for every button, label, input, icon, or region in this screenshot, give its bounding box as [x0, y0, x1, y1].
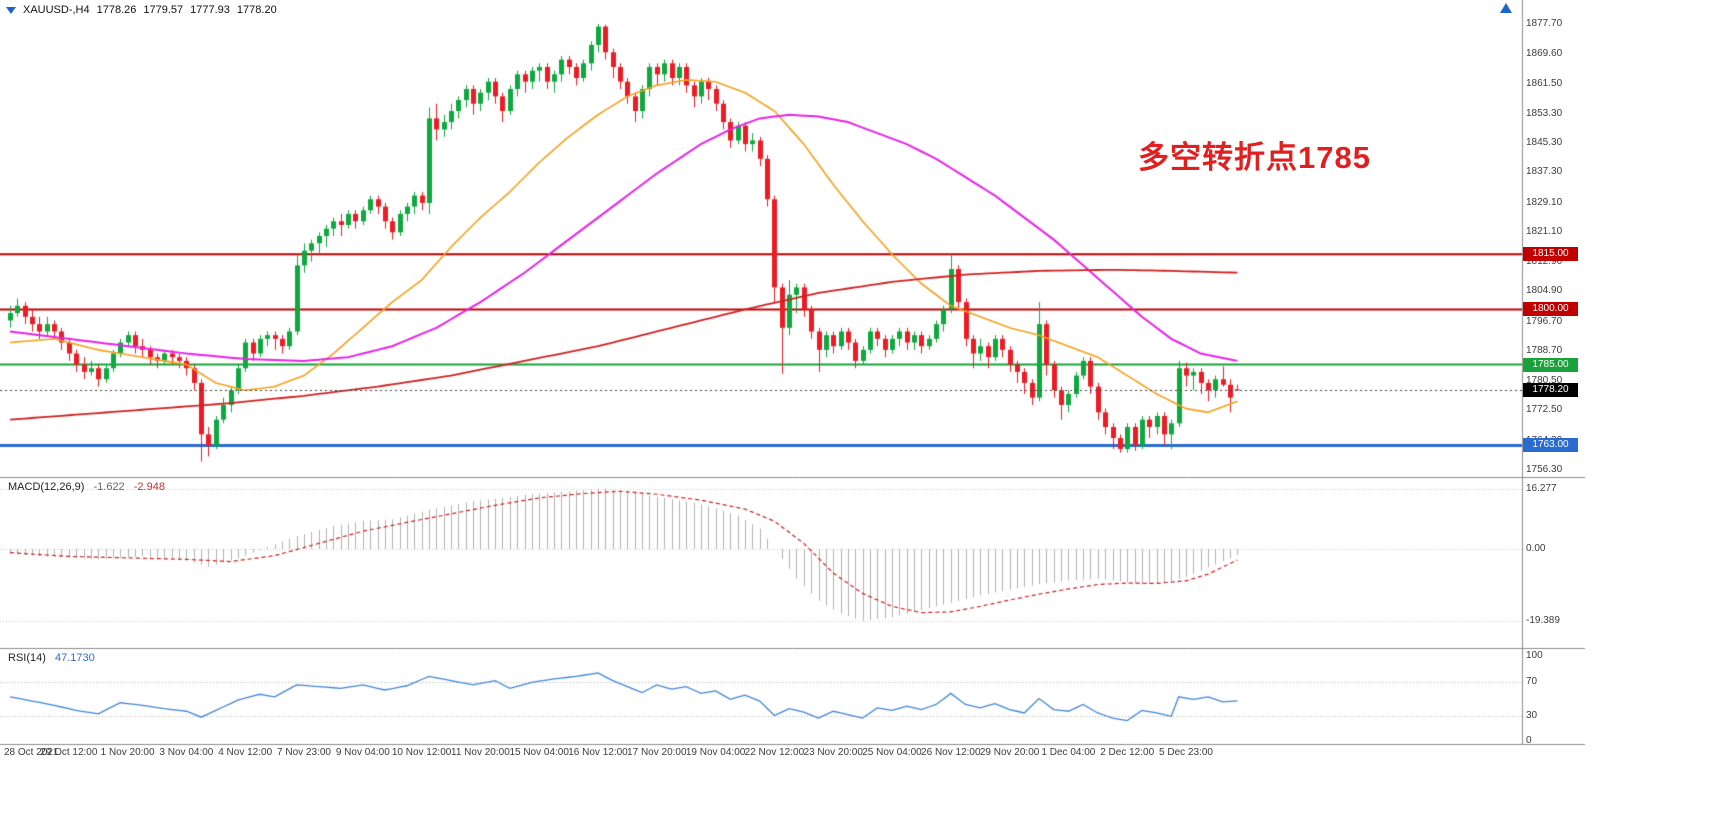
ohlc-open: 1778.26 — [96, 4, 137, 16]
rsi-value: 47.1730 — [54, 652, 95, 664]
symbol-name: XAUUSD-,H4 — [23, 4, 90, 16]
ohlc-low: 1777.93 — [190, 4, 230, 16]
rsi-indicator-label: RSI(14) 47.1730 — [8, 652, 95, 664]
symbol-dropdown-icon[interactable] — [6, 6, 16, 14]
shift-marker-icon[interactable] — [1500, 3, 1512, 13]
ohlc-close: 1778.20 — [236, 4, 277, 16]
macd-panel[interactable] — [0, 477, 1522, 648]
symbol-info-bar: XAUUSD-,H4 1778.26 1779.57 1777.93 1778.… — [6, 4, 277, 16]
macd-value-main: -1.622 — [93, 481, 125, 493]
price-axis[interactable] — [1522, 0, 1592, 744]
price-chart-canvas[interactable] — [0, 0, 1720, 766]
macd-indicator-label: MACD(12,26,9) -1.622 -2.948 — [8, 481, 165, 493]
chart-annotation-text: 多空转折点1785 — [1138, 140, 1371, 175]
macd-value-signal: -2.948 — [133, 481, 165, 493]
macd-title: MACD(12,26,9) — [8, 481, 85, 493]
main-chart-panel[interactable] — [0, 0, 1522, 477]
time-axis[interactable] — [0, 744, 1522, 764]
rsi-panel[interactable] — [0, 648, 1522, 744]
ohlc-high: 1779.57 — [143, 4, 184, 16]
rsi-title: RSI(14) — [8, 652, 46, 664]
